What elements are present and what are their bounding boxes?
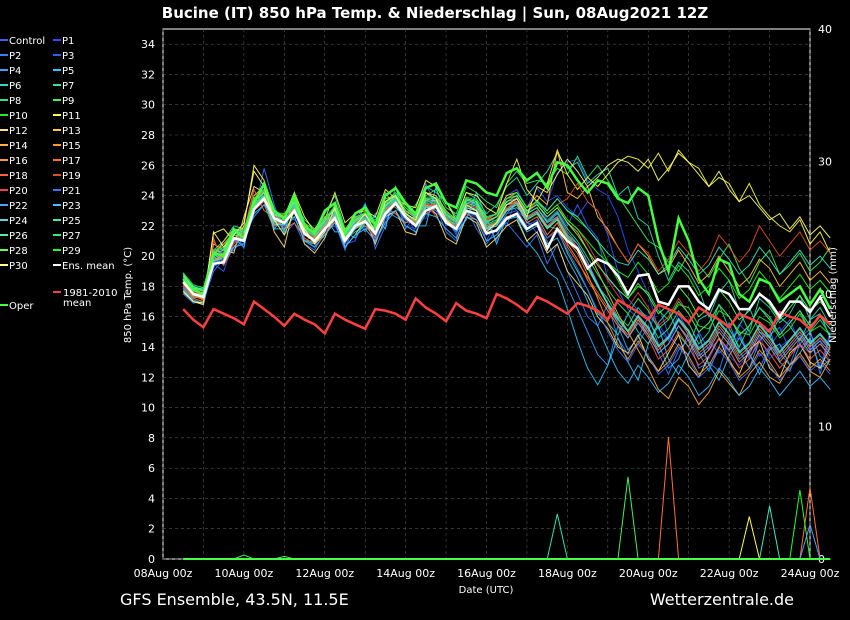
precip-line-p17 <box>183 437 831 560</box>
footer-brand: Wetterzentrale.de <box>650 590 794 609</box>
series-line-p18 <box>182 194 831 370</box>
series-line-ens-mean <box>182 196 832 319</box>
legend-label: P26 <box>9 231 28 242</box>
x-tick-label: 16Aug 00z <box>457 567 516 580</box>
legend-label: P15 <box>62 141 81 152</box>
legend-label: P17 <box>62 156 81 167</box>
series-line-p29 <box>182 188 831 300</box>
precip-line-p9 <box>183 476 831 560</box>
legend-label: P22 <box>9 201 28 212</box>
legend-label: P9 <box>62 96 74 107</box>
y-tick-label: 16 <box>141 311 155 324</box>
y-tick-label: 4 <box>148 492 155 505</box>
legend-label: P11 <box>62 111 81 122</box>
y-tick-label: 0 <box>148 553 155 566</box>
y-tick-label: 34 <box>141 38 155 51</box>
x-tick-label: 18Aug 00z <box>538 567 597 580</box>
y-axis-label: 850 hPa Temp. (°C) <box>123 247 134 343</box>
y-tick-label: 18 <box>141 280 155 293</box>
legend-label: P4 <box>9 66 21 77</box>
x-axis-label: Date (UTC) <box>459 585 514 596</box>
y2-tick-label: 40 <box>818 23 832 36</box>
y-tick-label: 30 <box>141 99 155 112</box>
legend-label: P10 <box>9 111 28 122</box>
legend: Control P1 P2 P3 P4 P5 P6 P7 P8 P9 P10 P11 P12 P13 P14… <box>0 36 118 312</box>
series-line-p30 <box>182 152 831 304</box>
precip-line-p22 <box>183 522 831 560</box>
series-line-p28 <box>182 191 831 321</box>
legend-label: P28 <box>9 246 28 257</box>
y-tick-label: 12 <box>141 371 155 384</box>
x-tick-label: 22Aug 00z <box>700 567 759 580</box>
legend-label: P27 <box>62 231 81 242</box>
legend-label: P1 <box>62 36 74 47</box>
legend-label: P8 <box>9 96 21 107</box>
y-tick-label: 10 <box>141 402 155 415</box>
legend-label: P16 <box>9 156 28 167</box>
legend-label: P2 <box>9 51 21 62</box>
series-line-p7 <box>182 152 831 334</box>
legend-label: P6 <box>9 81 21 92</box>
legend-label: P23 <box>62 201 81 212</box>
legend-label: P7 <box>62 81 74 92</box>
precip-line-p11 <box>183 516 831 560</box>
series-group <box>182 148 832 560</box>
legend-label: P3 <box>62 51 74 62</box>
x-tick-label: 24Aug 00z <box>781 567 840 580</box>
series-line-p2 <box>182 168 831 376</box>
y-tick-label: 20 <box>141 250 155 263</box>
legend-label: Ens. mean <box>62 261 115 272</box>
y2-axis-label: Niederschlag (mm) <box>828 247 839 343</box>
grid <box>162 28 811 560</box>
y-tick-label: 26 <box>141 159 155 172</box>
legend-label: Control <box>9 36 45 47</box>
y-tick-label: 24 <box>141 190 155 203</box>
legend-label: P19 <box>62 171 81 182</box>
y-tick-label: 14 <box>141 341 155 354</box>
legend-label: Oper <box>9 301 34 312</box>
x-tick-label: 14Aug 00z <box>376 567 435 580</box>
y2-tick-label: 10 <box>818 421 832 434</box>
legend-label: P20 <box>9 186 28 197</box>
legend-label: P30 <box>9 261 28 272</box>
series-line-p17 <box>182 188 831 357</box>
x-tick-label: 08Aug 00z <box>134 567 193 580</box>
precip-line-p7 <box>183 513 831 560</box>
legend-label: P24 <box>9 216 28 227</box>
series-line-oper <box>182 160 832 310</box>
x-axis: 08Aug 00z 10Aug 00z 12Aug 00z 14Aug 00z 16Au… <box>134 567 840 580</box>
legend-label: P14 <box>9 141 28 152</box>
y-tick-label: 8 <box>148 432 155 445</box>
x-tick-label: 12Aug 00z <box>295 567 354 580</box>
y-tick-label: 32 <box>141 68 155 81</box>
x-tick-label: 20Aug 00z <box>619 567 678 580</box>
y-tick-label: 28 <box>141 129 155 142</box>
footer-source: GFS Ensemble, 43.5N, 11.5E <box>120 590 349 609</box>
precip-line-p29 <box>183 490 831 560</box>
y-tick-label: 22 <box>141 220 155 233</box>
y-tick-label: 2 <box>148 523 155 536</box>
legend-label: P13 <box>62 126 81 137</box>
legend-label: P25 <box>62 216 81 227</box>
y2-tick-label: 30 <box>818 156 832 169</box>
legend-label: P21 <box>62 186 81 197</box>
legend-label: P12 <box>9 126 28 137</box>
legend-label: P29 <box>62 246 81 257</box>
chart-title: Bucine (IT) 850 hPa Temp. & Niederschlag… <box>162 4 709 23</box>
precip-line-p25 <box>183 505 831 560</box>
legend-label: 1981-2010 mean <box>63 288 118 309</box>
legend-label: P18 <box>9 171 28 182</box>
x-tick-label: 10Aug 00z <box>215 567 274 580</box>
legend-label: P5 <box>62 66 74 77</box>
series-line-climate-mean <box>182 292 832 336</box>
y-tick-label: 6 <box>148 462 155 475</box>
